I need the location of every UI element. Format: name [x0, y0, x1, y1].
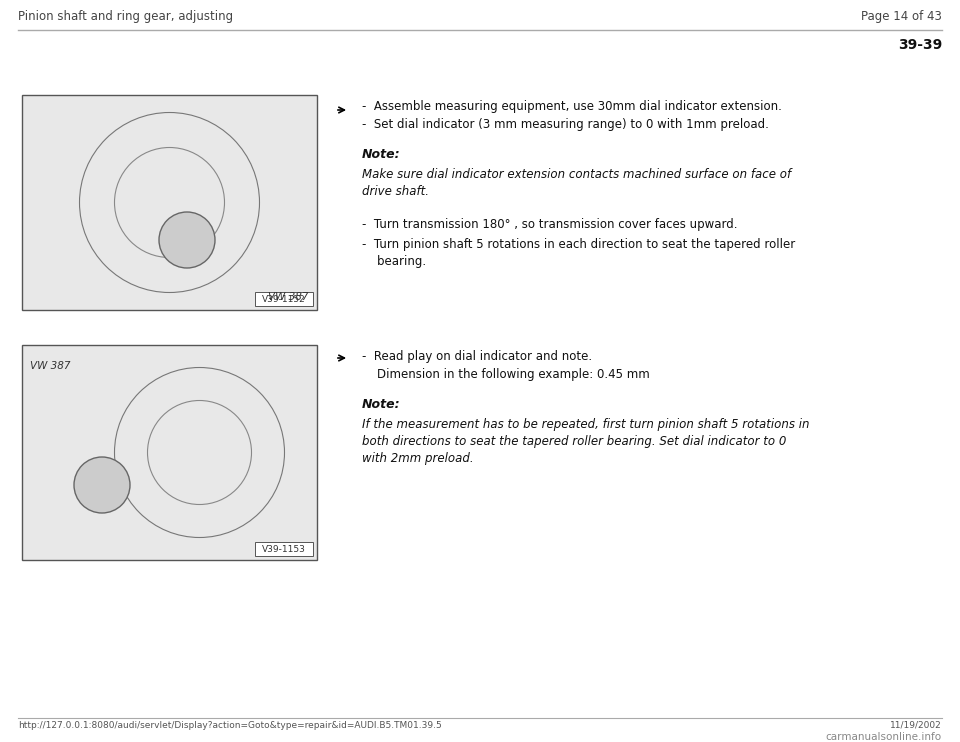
- Text: carmanualsonline.info: carmanualsonline.info: [826, 732, 942, 742]
- Text: bearing.: bearing.: [362, 255, 426, 268]
- Text: -  Read play on dial indicator and note.: - Read play on dial indicator and note.: [362, 350, 592, 363]
- Text: -  Assemble measuring equipment, use 30mm dial indicator extension.: - Assemble measuring equipment, use 30mm…: [362, 100, 781, 113]
- Text: Make sure dial indicator extension contacts machined surface on face of
drive sh: Make sure dial indicator extension conta…: [362, 168, 791, 198]
- Text: If the measurement has to be repeated, first turn pinion shaft 5 rotations in
bo: If the measurement has to be repeated, f…: [362, 418, 809, 465]
- Text: Note:: Note:: [362, 148, 400, 161]
- Text: 11/19/2002: 11/19/2002: [890, 721, 942, 730]
- Text: Page 14 of 43: Page 14 of 43: [861, 10, 942, 23]
- Text: V39-1153: V39-1153: [262, 545, 306, 554]
- Text: VW 387: VW 387: [30, 361, 70, 371]
- Bar: [255, 542, 313, 556]
- Text: 39-39: 39-39: [898, 38, 942, 52]
- Text: V39-1152: V39-1152: [262, 295, 306, 303]
- Text: Dimension in the following example: 0.45 mm: Dimension in the following example: 0.45…: [362, 368, 650, 381]
- Bar: [255, 292, 313, 306]
- Bar: [22, 345, 317, 560]
- Text: http://127.0.0.1:8080/audi/servlet/Display?action=Goto&type=repair&id=AUDI.B5.TM: http://127.0.0.1:8080/audi/servlet/Displ…: [18, 721, 442, 730]
- Text: Pinion shaft and ring gear, adjusting: Pinion shaft and ring gear, adjusting: [18, 10, 233, 23]
- Text: -  Turn pinion shaft 5 rotations in each direction to seat the tapered roller: - Turn pinion shaft 5 rotations in each …: [362, 238, 795, 251]
- Text: VW 387: VW 387: [269, 292, 309, 302]
- Circle shape: [74, 457, 130, 513]
- Text: Note:: Note:: [362, 398, 400, 411]
- Text: -  Set dial indicator (3 mm measuring range) to 0 with 1mm preload.: - Set dial indicator (3 mm measuring ran…: [362, 118, 769, 131]
- Text: -  Turn transmission 180° , so transmission cover faces upward.: - Turn transmission 180° , so transmissi…: [362, 218, 737, 231]
- Circle shape: [159, 212, 215, 268]
- Bar: [22, 95, 317, 310]
